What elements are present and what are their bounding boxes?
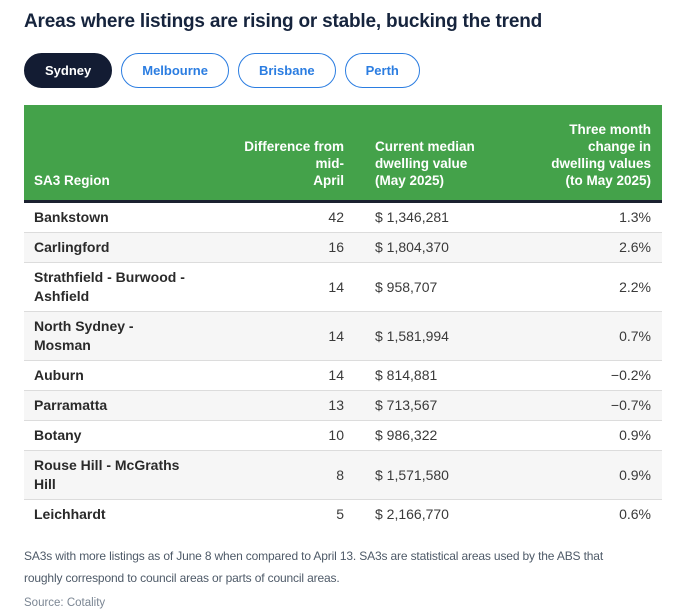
sa3-data-table: SA3 Region Difference from mid- April Cu… xyxy=(24,105,662,529)
difference-cell: 10 xyxy=(224,420,356,451)
table-row: Botany 10 $ 986,322 0.9% xyxy=(24,420,662,451)
change-cell: 2.2% xyxy=(518,262,662,312)
column-header-difference: Difference from mid- April xyxy=(224,105,356,203)
table-row: Rouse Hill - McGraths Hill 8 $ 1,571,580… xyxy=(24,450,662,500)
difference-cell: 14 xyxy=(224,262,356,312)
page-title: Areas where listings are rising or stabl… xyxy=(24,11,543,32)
tab-sydney[interactable]: Sydney xyxy=(24,53,113,88)
change-cell: 2.6% xyxy=(518,232,662,263)
change-cell: 1.3% xyxy=(619,209,651,225)
difference-cell: 13 xyxy=(224,390,356,421)
difference-cell: 14 xyxy=(224,311,356,361)
change-cell: −0.2% xyxy=(518,360,662,391)
region-cell: Botany xyxy=(24,420,224,451)
tab-brisbane[interactable]: Brisbane xyxy=(237,53,336,88)
difference-cell: 14 xyxy=(224,360,356,391)
region-cell: North Sydney - Mosman xyxy=(24,311,224,361)
value-cell: $ 1,346,281 xyxy=(375,209,449,225)
region-cell: Leichhardt xyxy=(24,499,224,529)
value-cell: $ 1,581,994 xyxy=(356,311,518,361)
difference-cell: 5 xyxy=(224,499,356,529)
region-cell: Parramatta xyxy=(24,390,224,421)
value-cell: $ 1,571,580 xyxy=(356,450,518,500)
region-cell: Auburn xyxy=(24,360,224,391)
difference-cell: 42 xyxy=(328,209,344,225)
value-cell: $ 2,166,770 xyxy=(356,499,518,529)
region-cell: Rouse Hill - McGraths Hill xyxy=(24,450,224,500)
change-cell: 0.9% xyxy=(518,450,662,500)
difference-cell: 16 xyxy=(224,232,356,263)
table-row: Strathfield - Burwood - Ashfield 14 $ 95… xyxy=(24,262,662,312)
table-row: Carlingford 16 $ 1,804,370 2.6% xyxy=(24,232,662,263)
value-cell: $ 814,881 xyxy=(356,360,518,391)
column-header-median-value: Current median dwelling value (May 2025) xyxy=(356,105,518,203)
change-cell: 0.6% xyxy=(518,499,662,529)
column-header-region: SA3 Region xyxy=(24,105,224,203)
table-row: North Sydney - Mosman 14 $ 1,581,994 0.7… xyxy=(24,311,662,361)
footnote-text: SA3s with more listings as of June 8 whe… xyxy=(24,549,603,586)
city-tabs: Sydney Melbourne Brisbane Perth xyxy=(24,53,662,88)
table-row: Bankstown 42 $ 1,346,281 1.3% xyxy=(24,201,662,233)
table-header: SA3 Region Difference from mid- April Cu… xyxy=(24,105,662,203)
value-cell: $ 986,322 xyxy=(356,420,518,451)
value-cell: $ 713,567 xyxy=(356,390,518,421)
region-cell: Strathfield - Burwood - Ashfield xyxy=(24,262,224,312)
change-cell: 0.7% xyxy=(518,311,662,361)
change-cell: 0.9% xyxy=(518,420,662,451)
table-row: Auburn 14 $ 814,881 −0.2% xyxy=(24,360,662,391)
table-row: Parramatta 13 $ 713,567 −0.7% xyxy=(24,390,662,421)
change-cell: −0.7% xyxy=(518,390,662,421)
tab-melbourne[interactable]: Melbourne xyxy=(121,53,229,88)
table-row: Leichhardt 5 $ 2,166,770 0.6% xyxy=(24,499,662,529)
column-header-three-month-change: Three month change in dwelling values (t… xyxy=(518,105,662,203)
region-cell: Bankstown xyxy=(34,209,109,225)
region-cell: Carlingford xyxy=(24,232,224,263)
difference-cell: 8 xyxy=(224,450,356,500)
value-cell: $ 958,707 xyxy=(356,262,518,312)
tab-perth[interactable]: Perth xyxy=(344,53,420,88)
source-attribution: Source: Cotality xyxy=(24,597,106,609)
value-cell: $ 1,804,370 xyxy=(356,232,518,263)
